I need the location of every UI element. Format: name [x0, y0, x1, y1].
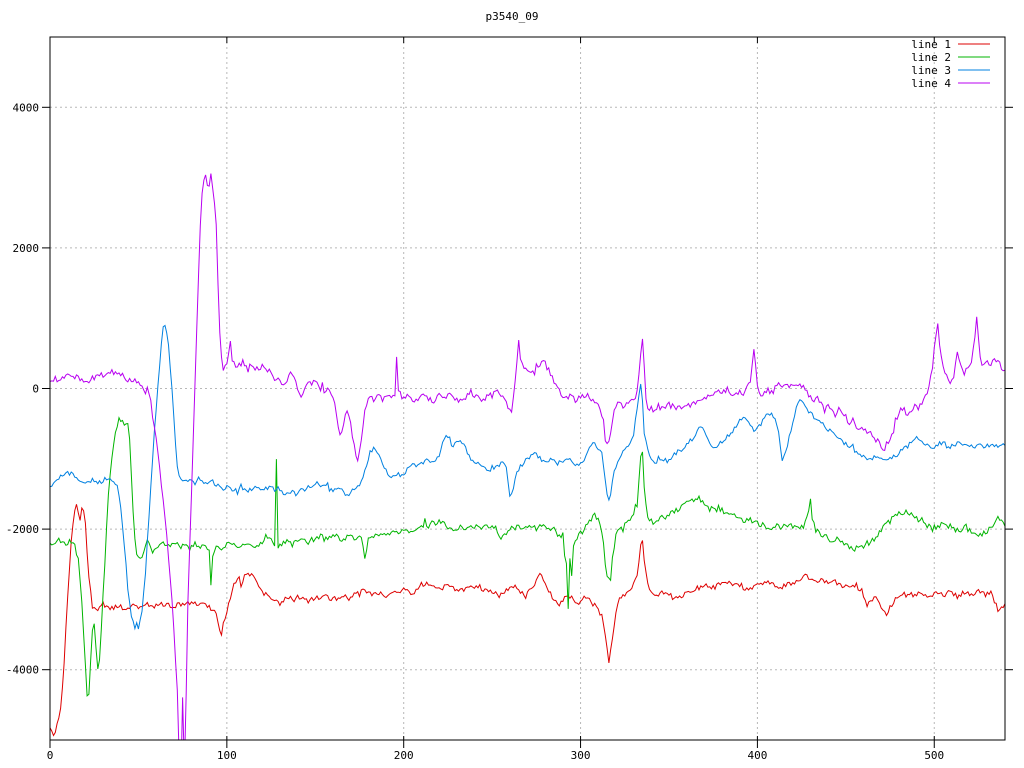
y-tick-label: 4000: [13, 101, 40, 114]
tick-labels: -4000 -2000 0 2000 4000 0 100 200 300 400 500: [6, 101, 944, 762]
series-group: [50, 173, 1005, 740]
y-tick-label: 0: [32, 383, 39, 396]
x-tick-label: 500: [924, 749, 944, 762]
series-line-4: [50, 173, 1005, 740]
chart-title: p3540_09: [485, 10, 539, 23]
x-tick-label: 0: [47, 749, 54, 762]
series-line-3: [50, 324, 1005, 631]
y-tick-label: -2000: [6, 523, 39, 536]
gridlines: [50, 37, 1005, 740]
series-line-1: [50, 504, 1005, 737]
legend-label: line 1: [911, 38, 951, 51]
axes: [42, 36, 1013, 748]
x-tick-label: 200: [394, 749, 414, 762]
legend-label: line 3: [911, 64, 951, 77]
series-line-2: [50, 416, 1005, 697]
y-tick-label: -4000: [6, 664, 39, 677]
x-tick-label: 400: [747, 749, 767, 762]
x-tick-label: 300: [571, 749, 591, 762]
y-tick-label: 2000: [13, 242, 40, 255]
legend-label: line 2: [911, 51, 951, 64]
x-tick-label: 100: [217, 749, 237, 762]
legend-label: line 4: [911, 77, 951, 90]
